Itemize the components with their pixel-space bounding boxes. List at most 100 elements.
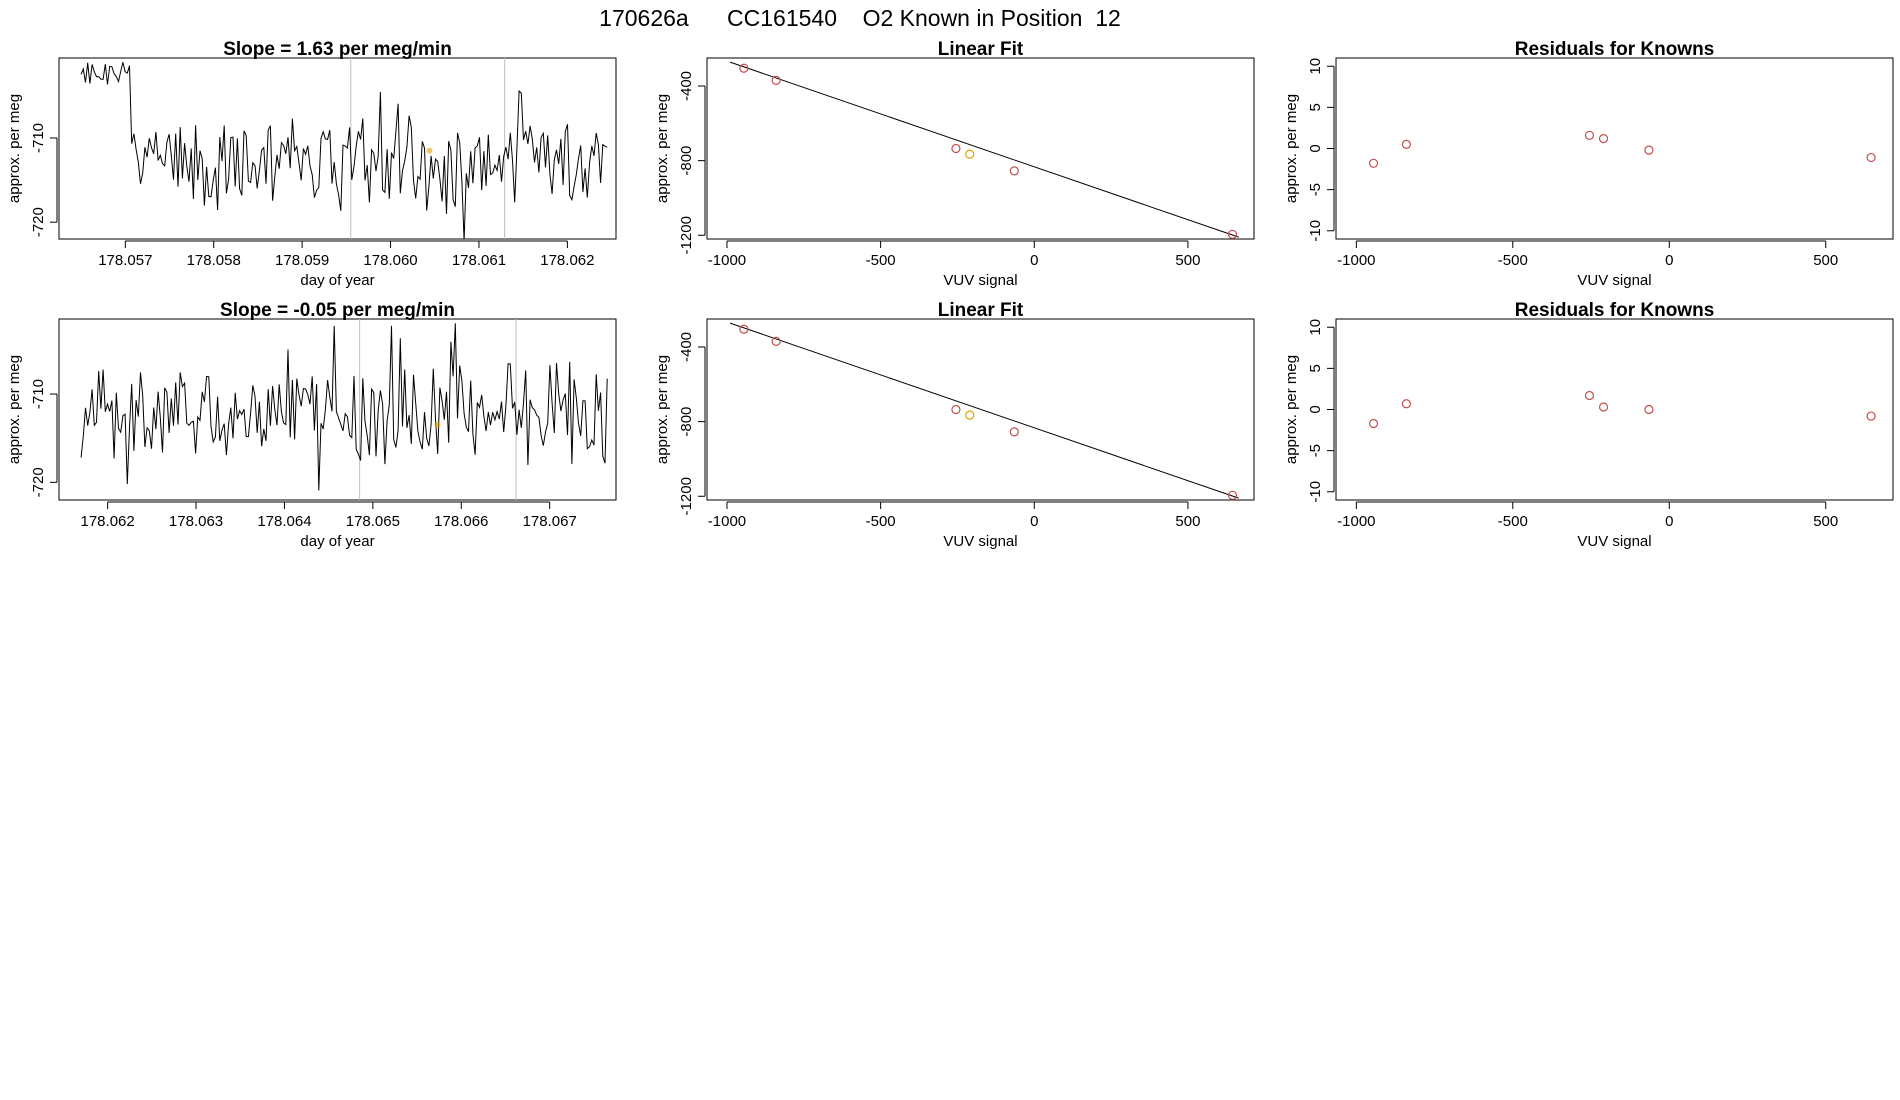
y-tick-label: 0 <box>1307 144 1324 152</box>
data-point <box>1009 166 1019 176</box>
data-point <box>1584 390 1595 401</box>
data-point <box>1401 399 1412 409</box>
data-point <box>1401 139 1412 149</box>
x-tick-label: 178.061 <box>452 252 506 269</box>
page-title: 170626a CC161540 O2 Known in Position 12 <box>599 5 1121 31</box>
y-tick-label: -1200 <box>678 216 695 254</box>
data-point <box>1866 152 1876 163</box>
data-point <box>951 404 961 415</box>
plot-title: Residuals for Knowns <box>1515 300 1715 321</box>
data-point <box>1644 404 1654 415</box>
highlight-point <box>965 149 975 159</box>
data-point <box>1009 427 1019 437</box>
data-point <box>1368 158 1379 168</box>
y-axis-label: approx. per meg <box>654 355 671 464</box>
plot-title: Slope = 1.63 per meg/min <box>223 39 452 60</box>
signal-line <box>80 323 608 491</box>
data-point <box>1866 411 1876 421</box>
y-tick-label: -800 <box>678 146 695 176</box>
plot-panel: Linear Fit -1000 -500 0 500 VUV signal -1200 -8… <box>654 300 1255 550</box>
data-point <box>771 336 781 346</box>
y-axis-label: approx. per meg <box>654 94 671 203</box>
plot-data <box>80 319 608 500</box>
x-tick-label: 500 <box>1813 513 1838 530</box>
y-tick-label: -710 <box>30 123 47 153</box>
y-tick-label: -5 <box>1307 444 1324 457</box>
y-tick-label: 5 <box>1307 364 1324 372</box>
x-axis-label: VUV signal <box>1577 533 1651 550</box>
x-tick-label: 0 <box>1665 513 1673 530</box>
data-point <box>771 75 781 85</box>
plot-data <box>729 322 1239 500</box>
x-tick-label: -500 <box>866 252 896 269</box>
y-tick-label: -5 <box>1307 183 1324 196</box>
y-axis-label: approx. per meg <box>6 355 23 464</box>
x-tick-label: 500 <box>1813 252 1838 269</box>
plot-panel: Residuals for Knowns -1000 -500 0 500 VUV sig… <box>1283 39 1894 289</box>
plot-title: Linear Fit <box>938 39 1024 60</box>
x-tick-label: 178.062 <box>81 513 135 530</box>
y-tick-label: -1200 <box>678 477 695 515</box>
y-tick-label: -10 <box>1307 220 1324 242</box>
x-tick-label: 178.057 <box>98 252 152 269</box>
signal-line <box>80 62 608 239</box>
plot-data <box>1368 130 1876 168</box>
data-point <box>1227 490 1238 500</box>
x-tick-label: -500 <box>1498 252 1528 269</box>
plot-panel: Linear Fit -1000 -500 0 500 VUV signal -1200 -8… <box>654 39 1255 289</box>
highlight-point <box>965 410 975 420</box>
data-point <box>1644 145 1654 155</box>
y-tick-label: 10 <box>1307 319 1324 336</box>
x-tick-label: 0 <box>1665 252 1673 269</box>
x-tick-label: -500 <box>1498 513 1528 530</box>
y-tick-label: -400 <box>678 71 695 101</box>
plot-frame <box>1335 318 1894 501</box>
plot-title: Residuals for Knowns <box>1515 39 1715 60</box>
plot-frame <box>1335 57 1894 240</box>
x-tick-label: 178.060 <box>363 252 417 269</box>
x-tick-label: 178.065 <box>346 513 400 530</box>
y-tick-label: 10 <box>1307 58 1324 75</box>
data-point <box>739 324 749 334</box>
plot-panel: Residuals for Knowns -1000 -500 0 500 VUV sig… <box>1283 300 1894 550</box>
x-axis-label: day of year <box>300 272 374 289</box>
x-tick-label: 178.063 <box>169 513 223 530</box>
data-point <box>1227 229 1238 239</box>
x-tick-label: -500 <box>866 513 896 530</box>
plot-data <box>729 61 1239 239</box>
x-tick-label: 0 <box>1030 513 1038 530</box>
x-tick-label: 178.059 <box>275 252 329 269</box>
x-tick-label: 500 <box>1175 252 1200 269</box>
x-tick-label: -1000 <box>1337 513 1375 530</box>
x-tick-label: 500 <box>1175 513 1200 530</box>
plot-panel: Slope = -0.05 per meg/min 178.062 178.063 1… <box>6 300 617 550</box>
data-point <box>1368 418 1379 429</box>
y-tick-label: -710 <box>30 379 47 409</box>
plot-frame <box>706 318 1255 501</box>
plot-title: Slope = -0.05 per meg/min <box>220 300 455 321</box>
x-tick-label: 178.067 <box>523 513 577 530</box>
x-axis-label: VUV signal <box>943 272 1017 289</box>
plot-frame <box>58 318 617 501</box>
x-axis-label: VUV signal <box>1577 272 1651 289</box>
y-axis-label: approx. per meg <box>1283 355 1300 464</box>
y-tick-label: -720 <box>30 207 47 237</box>
fit-line <box>729 322 1239 499</box>
y-tick-label: -10 <box>1307 481 1324 503</box>
x-tick-label: -1000 <box>1337 252 1375 269</box>
y-axis-label: approx. per meg <box>1283 94 1300 203</box>
x-tick-label: 0 <box>1030 252 1038 269</box>
y-tick-label: -800 <box>678 407 695 437</box>
data-point <box>1598 402 1609 412</box>
plot-frame <box>58 57 617 240</box>
plot-data <box>1368 390 1876 429</box>
data-point <box>1584 130 1595 140</box>
plot-data <box>80 58 608 239</box>
y-axis-label: approx. per meg <box>6 94 23 203</box>
x-tick-label: 178.058 <box>187 252 241 269</box>
highlight-marker <box>426 147 433 154</box>
plot-frame <box>706 57 1255 240</box>
y-tick-label: -720 <box>30 467 47 497</box>
x-axis-label: VUV signal <box>943 533 1017 550</box>
data-point <box>739 63 749 73</box>
